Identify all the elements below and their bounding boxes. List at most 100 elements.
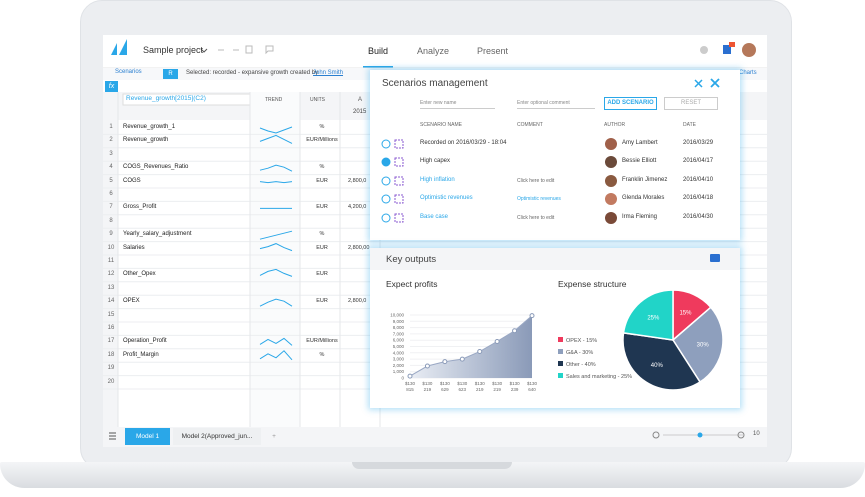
sparkline [259,134,293,144]
row-number: 4 [109,164,113,171]
row-number: 19 [107,365,115,372]
row-number: 11 [107,258,115,264]
pie-slice [622,289,674,341]
row-name[interactable]: Revenue_growth_1 [123,124,176,130]
line [409,315,533,377]
units-header: UNITS [310,97,325,103]
date: 2016/04/30 [683,214,714,220]
row-name[interactable]: Yearly_salary_adjustment [123,231,192,238]
area [410,315,532,378]
point [477,349,483,355]
radio [381,157,391,167]
scenario-name[interactable]: Optimistic revenues [420,195,473,201]
scenario-name[interactable]: High inflation [420,177,455,183]
row-unit: % [319,231,325,238]
scenarios-panel: Scenarios management Enter new name Enter … [370,70,740,240]
y-tick-label: 9,000 [393,319,405,324]
chart-title: Expense structure [558,279,627,289]
row-name[interactable]: Revenue_growth [123,137,169,144]
sheet-tab[interactable]: Model 2(Approved_jun... [173,428,261,445]
chart-title: Expect profits [386,279,438,289]
scenario-comment[interactable]: Click here to edit [517,178,555,184]
name-input[interactable]: Enter new name [420,100,495,109]
comment-input[interactable]: Enter optional comment [517,100,595,109]
row-name[interactable]: Other_Opex [123,271,156,278]
zoom-level: 10 [753,431,760,437]
reset-button[interactable]: RESET [664,97,718,110]
tab-bar [103,427,767,447]
author: Glenda Morales [622,195,665,201]
row-name[interactable]: Gross_Profit [123,204,157,211]
point [459,356,465,362]
scenario-comment[interactable]: Click here to edit [517,215,555,221]
legend-label: OPEX - 15% [566,338,597,344]
formula-text: Revenue_growth[2015](C2) [126,95,206,102]
scenario-name[interactable]: Base case [420,214,449,220]
row-number: 14 [107,298,115,305]
row-name[interactable]: Profit_Margin [123,351,159,358]
row-number: 9 [109,231,113,238]
undo-icons [218,45,274,55]
sheet-tab[interactable]: + [272,433,276,440]
row-name[interactable]: Salaries [123,244,145,251]
nav-tab[interactable]: Build [368,46,389,56]
sparkline [259,268,293,277]
radio [381,176,391,186]
row-number: 3 [109,150,113,157]
legend-swatch [558,361,563,366]
y-tick-label: 1,000 [393,369,405,374]
x-tick-label: $130 640 [527,381,538,392]
row-unit: EUR [316,298,328,305]
scenario-icon [394,157,404,167]
point [442,359,448,365]
add-button[interactable]: ADD SCENARIO [604,97,657,110]
user-avatar [742,43,756,57]
author-avatar [605,175,617,187]
notification-badge [729,42,735,47]
scenario-icon [394,194,404,204]
author: Amy Lambert [622,140,658,146]
sheet-tab[interactable]: Model 1 [125,428,170,445]
scenario-name[interactable]: Recorded on 2016/03/29 - 18:04 [420,140,507,146]
row-number: 8 [109,217,113,224]
scenario-name[interactable]: High capex [420,158,451,164]
project-name[interactable]: Sample project [143,45,204,55]
x-tick-label: $130 219 [475,381,486,392]
row-unit: EUR [316,244,328,251]
x-tick-label: $130 629 [440,381,451,392]
scenario-icon [394,176,404,186]
selected-author[interactable]: John Smith [313,70,344,76]
nav-tab[interactable]: Present [477,46,509,56]
scenarios-button[interactable]: Scenarios [115,69,142,75]
y-tick-label: 3,000 [393,357,405,362]
row-value: 4,200,0 [348,204,367,211]
sparkline [259,126,293,134]
fx-button[interactable]: fx [105,81,118,92]
row-value: 2,800,0 [348,298,367,305]
row-name[interactable]: OPEX [123,298,140,305]
date: 2016/04/17 [683,158,714,164]
charts-button[interactable]: Charts [739,70,757,76]
scenario-comment[interactable]: Optimistic revenues [517,196,561,202]
notification-icon [723,45,731,54]
y-tick-label: 5,000 [393,344,405,349]
row-number: 6 [109,191,113,197]
x-tick-label: $130 623 [457,381,468,392]
nav-tab[interactable]: Analyze [417,46,450,56]
y-tick-label: 10,000 [390,313,404,318]
slice-label: 40% [651,363,664,369]
row-name[interactable]: COGS [123,177,141,184]
row-name[interactable]: COGS_Revenues_Ratio [123,164,189,171]
row-unit: EUR/Millions [306,137,338,144]
sparkline [259,337,293,346]
point [512,328,518,334]
zoom-in [737,431,745,439]
column-header: SCENARIO NAME [420,122,462,128]
row-unit: % [319,164,325,171]
row-name[interactable]: Operation_Profit [123,338,167,345]
laptop-notch [352,462,512,469]
scenario-icon [394,139,404,149]
r-button[interactable]: R [163,69,178,79]
x-tick-label: $130 815 [405,381,416,392]
slice-label: 30% [697,342,710,348]
